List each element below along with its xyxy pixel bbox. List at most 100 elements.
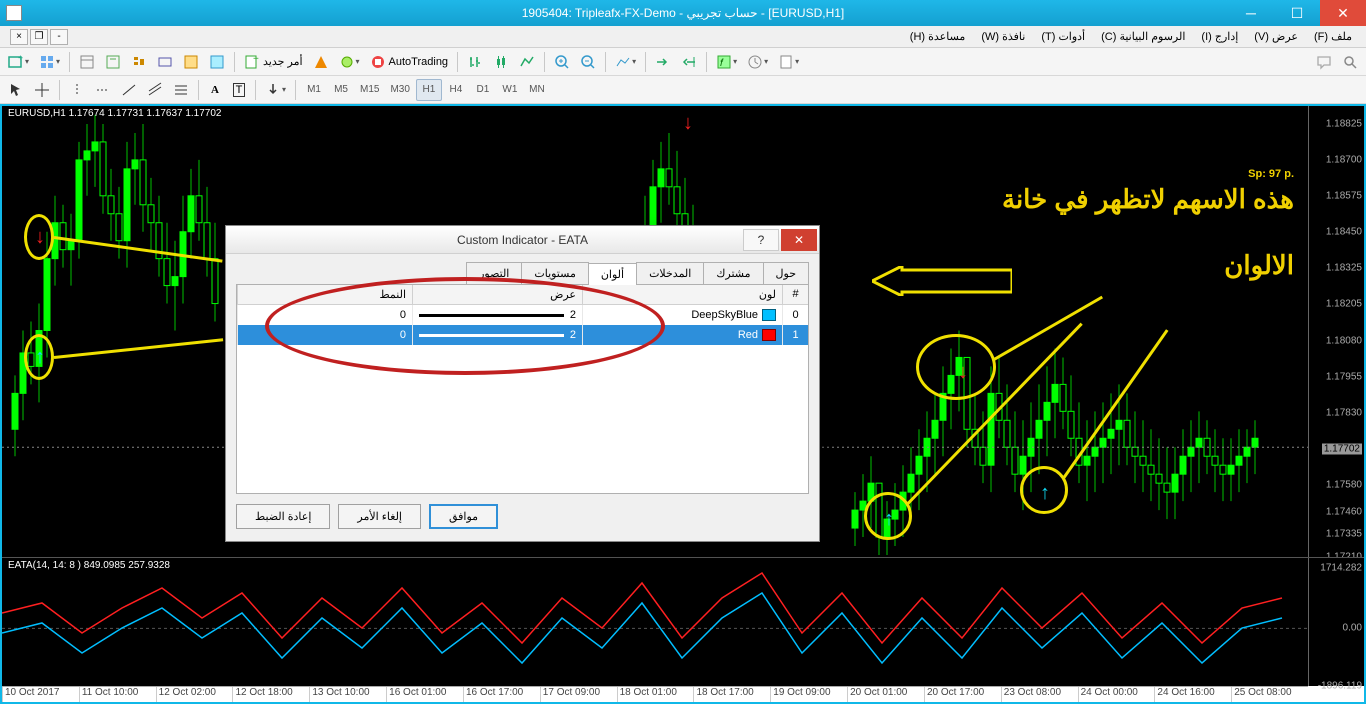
menu-item[interactable]: إدارج (I) [1193, 29, 1246, 45]
width-cell[interactable]: 2 [412, 305, 582, 325]
time-tick: 13 Oct 10:00 [309, 687, 386, 702]
dialog-titlebar[interactable]: Custom Indicator - EATA ? ✕ [226, 226, 819, 254]
data-window-button[interactable] [101, 51, 125, 73]
app-icon [6, 5, 22, 21]
expert-advisors-button[interactable] [335, 51, 364, 73]
menu-item[interactable]: أدوات (T) [1033, 29, 1093, 45]
bar-chart-button[interactable] [463, 51, 487, 73]
dialog-title: Custom Indicator - EATA [457, 233, 588, 247]
timeframe-h1[interactable]: H1 [416, 79, 442, 101]
color-row[interactable]: 0 DeepSkyBlue 2 0 [237, 305, 808, 325]
terminal-button[interactable] [153, 51, 177, 73]
dialog-close-button[interactable]: ✕ [781, 229, 817, 251]
chat-icon[interactable] [1312, 51, 1336, 73]
width-cell[interactable]: 2 [412, 325, 582, 345]
price-tick: 1.18700 [1326, 155, 1362, 166]
price-tick: 1.18080 [1326, 335, 1362, 346]
time-tick: 16 Oct 17:00 [463, 687, 540, 702]
indicators-button[interactable]: 𝑓 [712, 51, 741, 73]
menu-item[interactable]: ملف (F) [1306, 29, 1360, 45]
indicator-panel[interactable]: EATA(14, 14: 8 ) 849.0985 257.9328 1714.… [2, 557, 1364, 686]
ok-button[interactable]: موافق [429, 504, 498, 529]
color-cell[interactable]: Red [582, 325, 782, 345]
periodicity-button[interactable] [743, 51, 772, 73]
chart-shift-button[interactable] [677, 51, 701, 73]
zoom-out-button[interactable] [576, 51, 600, 73]
time-tick: 11 Oct 10:00 [79, 687, 156, 702]
col-header-color[interactable]: لون [582, 285, 782, 304]
vertical-line-button[interactable] [65, 79, 89, 101]
fibo-button[interactable] [169, 79, 193, 101]
timeframe-m5[interactable]: M5 [328, 79, 354, 101]
minimize-button[interactable]: ─ [1228, 0, 1274, 26]
row-index: 0 [782, 305, 808, 325]
color-cell[interactable]: DeepSkyBlue [582, 305, 782, 325]
metaquotes-button[interactable] [309, 51, 333, 73]
timeframe-m1[interactable]: M1 [301, 79, 327, 101]
window-titlebar: 1905404: Tripleafx-FX-Demo - حساب تجريبي… [0, 0, 1366, 26]
svg-text:+: + [18, 54, 23, 63]
style-cell[interactable]: 0 [237, 305, 412, 325]
candle-chart-button[interactable] [489, 51, 513, 73]
time-tick: 20 Oct 01:00 [847, 687, 924, 702]
timeframe-m15[interactable]: M15 [355, 79, 384, 101]
navigator-button[interactable] [127, 51, 151, 73]
price-tick: 1.18205 [1326, 299, 1362, 310]
tab-مستويات[interactable]: مستويات [521, 262, 588, 284]
timeframe-h4[interactable]: H4 [443, 79, 469, 101]
col-header-width[interactable]: عرض [412, 285, 582, 304]
tab-ألوان[interactable]: ألوان [588, 263, 637, 285]
cursor-button[interactable] [4, 79, 28, 101]
timeframe-w1[interactable]: W1 [497, 79, 523, 101]
new-chart-button[interactable]: + [4, 51, 33, 73]
auto-scroll-button[interactable] [611, 51, 640, 73]
close-button[interactable]: ✕ [1320, 0, 1366, 26]
dialog-help-button[interactable]: ? [743, 229, 779, 251]
text-button[interactable]: A [204, 79, 226, 101]
tab-التصور[interactable]: التصور [466, 262, 522, 284]
new-order-button[interactable]: +أمر جديد [240, 51, 306, 73]
autotrading-button[interactable]: AutoTrading [366, 51, 453, 73]
indicator-tick: 0.00 [1343, 623, 1362, 634]
reset-button[interactable]: إعادة الضبط [236, 504, 330, 529]
tab-حول[interactable]: حول [763, 262, 809, 284]
timeframe-d1[interactable]: D1 [470, 79, 496, 101]
profiles-button[interactable] [35, 51, 64, 73]
tab-مشترك[interactable]: مشترك [703, 262, 763, 284]
tab-المدخلات[interactable]: المدخلات [636, 262, 704, 284]
mdi-minimize-button[interactable]: - [50, 29, 68, 45]
text-label-button[interactable]: T [228, 79, 250, 101]
menu-item[interactable]: نافذة (W) [973, 29, 1033, 45]
price-tick: 1.17702 [1322, 443, 1362, 454]
templates-button[interactable] [774, 51, 803, 73]
price-tick: 1.18825 [1326, 119, 1362, 130]
crosshair-button[interactable] [30, 79, 54, 101]
menu-item[interactable]: الرسوم البيانية (C) [1093, 29, 1193, 45]
cancel-button[interactable]: إلغاء الأمر [338, 504, 421, 529]
timeframe-m30[interactable]: M30 [385, 79, 414, 101]
style-cell[interactable]: 0 [237, 325, 412, 345]
search-icon[interactable] [1338, 51, 1362, 73]
color-row[interactable]: 1 Red 2 0 [237, 325, 808, 345]
trendline-button[interactable] [117, 79, 141, 101]
strategy-tester-button[interactable] [179, 51, 203, 73]
line-chart-button[interactable] [515, 51, 539, 73]
mdi-restore-button[interactable]: ❐ [30, 29, 48, 45]
chart-templates-button[interactable] [205, 51, 229, 73]
mdi-close-button[interactable]: × [10, 29, 28, 45]
menu-item[interactable]: عرض (V) [1246, 29, 1306, 45]
timeframe-mn[interactable]: MN [524, 79, 550, 101]
channel-button[interactable] [143, 79, 167, 101]
maximize-button[interactable]: ☐ [1274, 0, 1320, 26]
price-tick: 1.17830 [1326, 407, 1362, 418]
zoom-in-button[interactable] [550, 51, 574, 73]
dialog-tabs: حولمشتركالمدخلاتألوانمستوياتالتصور [226, 254, 819, 284]
price-tick: 1.17335 [1326, 529, 1362, 540]
col-header-style[interactable]: النمط [237, 285, 412, 304]
market-watch-button[interactable] [75, 51, 99, 73]
col-header-num[interactable]: # [782, 285, 808, 304]
shift-chart-button[interactable] [651, 51, 675, 73]
horizontal-line-button[interactable] [91, 79, 115, 101]
arrows-button[interactable] [261, 79, 290, 101]
menu-item[interactable]: مساعدة (H) [902, 29, 974, 45]
